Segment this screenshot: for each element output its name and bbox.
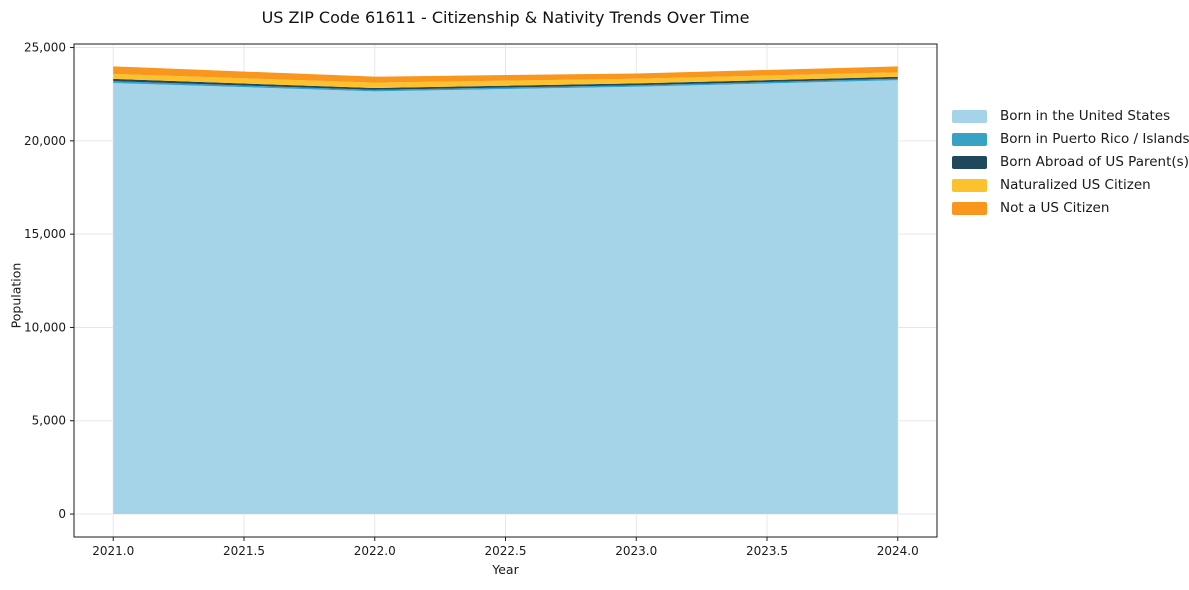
legend-swatch-naturalized [952, 178, 987, 192]
y-tick-label: 5,000 [32, 414, 66, 428]
legend-swatch-born-in-us [952, 109, 987, 123]
legend-item: Not a US Citizen [952, 200, 1189, 216]
legend-item: Born in the United States [952, 108, 1189, 124]
area-series-1 [113, 78, 898, 92]
x-tick-label: 2024.0 [877, 544, 919, 558]
legend-label: Not a US Citizen [1000, 200, 1110, 216]
y-tick-label: 10,000 [24, 320, 66, 334]
y-tick-label: 25,000 [24, 41, 66, 55]
x-tick-label: 2021.5 [223, 544, 265, 558]
legend-item: Born in Puerto Rico / Islands [952, 131, 1189, 147]
y-tick-label: 20,000 [24, 134, 66, 148]
x-axis-label: Year [492, 562, 519, 577]
legend-item: Naturalized US Citizen [952, 177, 1189, 193]
x-tick-label: 2022.0 [354, 544, 396, 558]
chart-title: US ZIP Code 61611 - Citizenship & Nativi… [261, 8, 750, 27]
x-tick-label: 2022.5 [485, 544, 527, 558]
y-tick-label: 0 [58, 507, 66, 521]
legend-label: Naturalized US Citizen [1000, 177, 1151, 193]
area-series-3 [113, 72, 898, 89]
x-tick-label: 2023.0 [615, 544, 657, 558]
legend-label: Born Abroad of US Parent(s) [1000, 154, 1189, 170]
legend-item: Born Abroad of US Parent(s) [952, 154, 1189, 170]
legend-swatch-puerto-rico [952, 132, 987, 146]
area-series-0 [113, 80, 898, 515]
x-tick-label: 2023.5 [746, 544, 788, 558]
legend-label: Born in Puerto Rico / Islands [1000, 131, 1189, 147]
legend-swatch-born-abroad [952, 155, 987, 169]
legend-label: Born in the United States [1000, 108, 1171, 124]
area-series-2 [113, 76, 898, 90]
y-tick-label: 15,000 [24, 227, 66, 241]
legend: Born in the United States Born in Puerto… [952, 108, 1189, 216]
x-tick-label: 2021.0 [92, 544, 134, 558]
legend-swatch-not-citizen [952, 201, 987, 215]
area-series-4 [113, 66, 898, 83]
